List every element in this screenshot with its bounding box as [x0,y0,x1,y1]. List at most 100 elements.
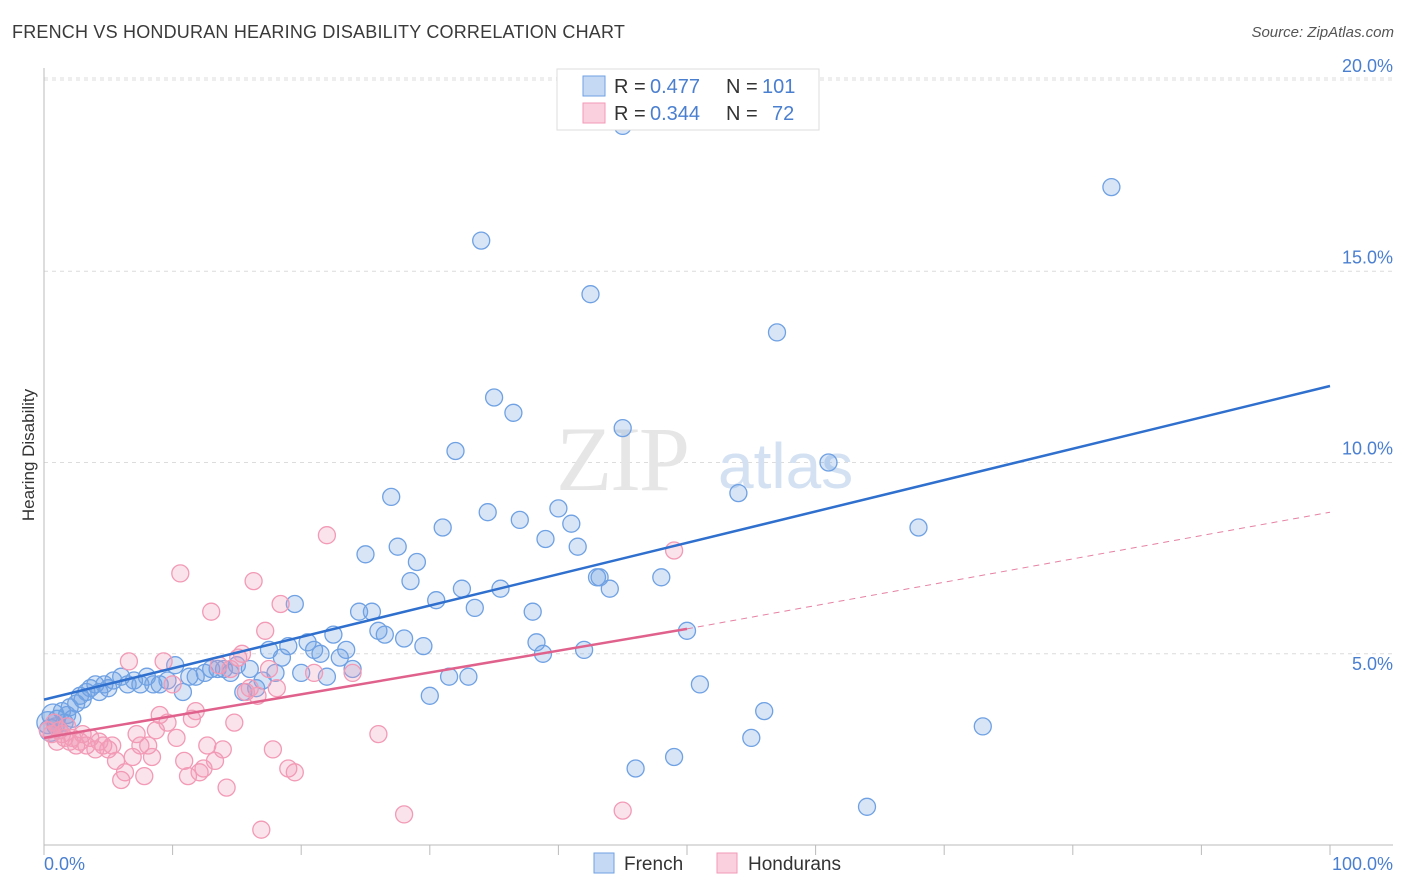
french-point [478,503,497,522]
hondurans-point [175,751,194,771]
french-point [186,667,205,686]
french-point [562,514,581,533]
y-tick-label: 20.0% [1342,56,1393,76]
hondurans-point [285,763,304,782]
french-point [414,636,433,656]
french-point [337,640,356,660]
bottom-legend-hondurans: Hondurans [748,854,841,875]
y-tick-label: 10.0% [1342,439,1393,459]
french-point [536,529,555,549]
french-point [574,640,594,660]
french-point [285,594,304,614]
french-point [664,747,684,767]
hondurans-point [369,724,388,744]
hondurans-point [213,740,232,759]
hondurans-point [171,564,190,583]
french-point [755,701,774,721]
x-tick-right: 100.0% [1332,854,1393,874]
hondurans-point [103,736,122,755]
hondurans-point [119,652,139,671]
french-point [382,487,401,507]
legend-n-label: N = [726,103,758,125]
french-point [298,633,317,652]
hondurans-point [259,659,279,679]
french-point [819,453,838,472]
french-point [568,537,587,556]
y-tick-labels: 5.0% 10.0% 15.0% 20.0% [1342,56,1393,674]
french-point [343,659,362,679]
legend-n-value-french: 101 [762,76,795,98]
hondurans-point [244,571,263,591]
french-point [420,686,439,705]
french-point [388,537,407,556]
legend-r-value-hondurans: 0.344 [650,103,700,125]
hondurans-point [343,663,362,683]
french-point [272,648,292,667]
hondurans-point [256,621,275,640]
french-point [909,518,928,537]
french-point [626,759,645,778]
hondurans-point [115,763,135,782]
hondurans-point [178,766,198,786]
watermark-atlas: atlas [718,430,853,502]
hondurans-point [154,652,173,671]
x-tick-left: 0.0% [44,854,85,874]
french-point [527,633,546,652]
french-point [311,644,330,663]
hondurans-point [142,747,162,767]
hondurans-point [394,805,414,824]
french-point [600,579,619,598]
legend-swatch-hondurans [582,102,606,124]
hondurans-point [317,526,337,545]
trend-lines [43,384,1331,740]
hondurans-point [217,778,236,797]
french-point [349,602,369,621]
hondurans-point [225,713,244,732]
french-point [590,568,609,587]
french-point [484,388,504,407]
hondurans-point [613,801,632,820]
french-point [549,499,568,518]
legend-r-value-french: 0.477 [650,76,700,98]
french-point [857,797,877,816]
data-points [36,116,1121,839]
french-point [504,403,523,422]
gridlines [44,77,1393,655]
hondurans-point [304,663,324,683]
french-point [767,323,787,342]
french-point [407,552,427,572]
hondurans-point [271,594,290,614]
x-tick-labels: 0.0% 100.0% [44,854,1393,874]
french-point [459,667,478,686]
french-point [433,518,452,537]
french-point [173,682,193,702]
chart-title: FRENCH VS HONDURAN HEARING DISABILITY CO… [12,22,626,42]
legend-r-label: R = [614,76,646,98]
hondurans-point [202,602,221,621]
hondurans-point [167,728,186,748]
y-tick-label: 15.0% [1342,247,1393,267]
bottom-legend-french: French [624,854,683,875]
legend-box: R = 0.477 N = 101 R = 0.344 N = 72 [556,68,820,131]
source-label: Source: ZipAtlas.com [1251,24,1394,41]
french-point [1102,177,1121,197]
hondurans-point [131,736,150,755]
legend-n-value-hondurans: 72 [772,103,794,125]
french-point [292,663,311,683]
french-point [581,285,600,304]
legend-swatch-french [582,75,606,97]
french-point [729,483,748,503]
hondurans-trend-line [43,627,688,740]
french-point [394,629,414,648]
french-point [240,659,259,679]
french-point [472,231,491,250]
axes [43,68,1393,855]
french-point [973,717,992,736]
hondurans-point [198,736,217,755]
french-point [510,510,529,530]
y-tick-label: 5.0% [1352,654,1393,674]
french-point [446,441,465,461]
watermark-zip: ZIP [556,408,688,510]
bottom-legend-swatch-hondurans [716,852,738,874]
